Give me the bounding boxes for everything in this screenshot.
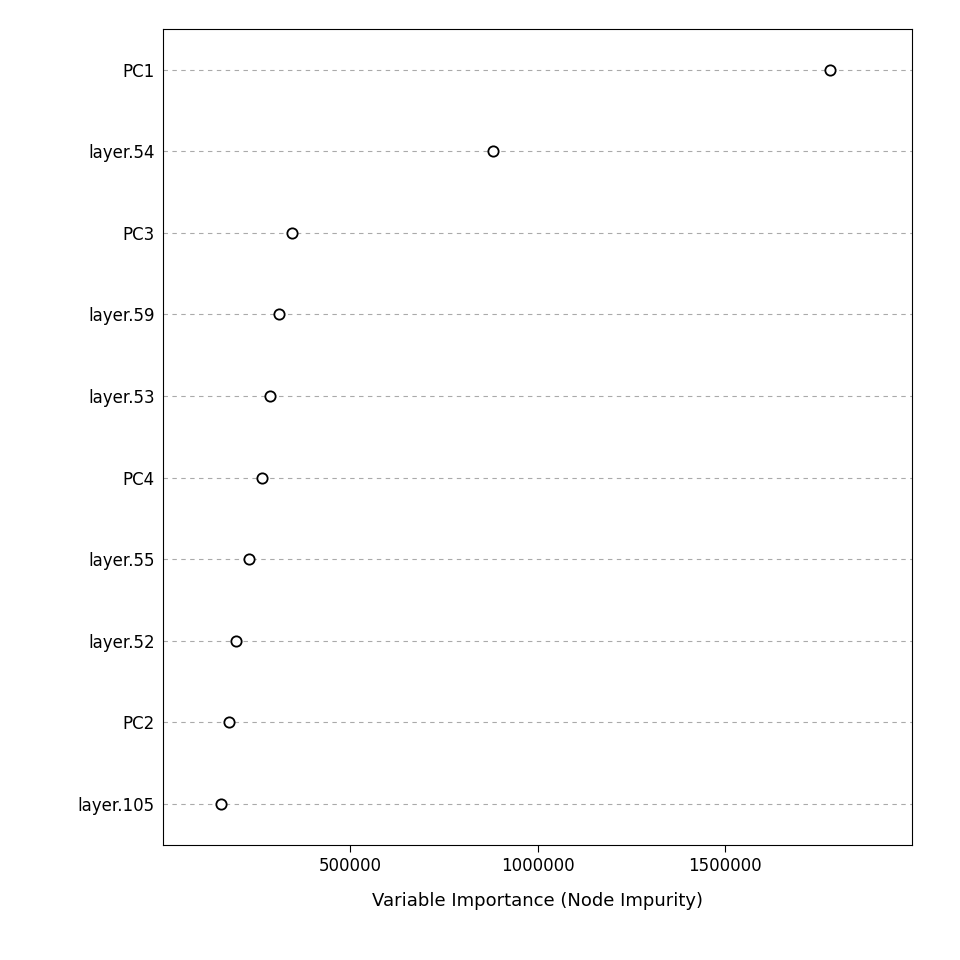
Point: [272, 307, 287, 323]
Point: [213, 797, 228, 812]
Point: [822, 61, 837, 77]
X-axis label: Variable Importance (Node Impurity): Variable Importance (Node Impurity): [372, 892, 703, 910]
Point: [228, 634, 244, 649]
Point: [242, 551, 257, 566]
Point: [254, 469, 270, 485]
Point: [221, 714, 236, 730]
Point: [285, 225, 300, 240]
Point: [262, 388, 277, 403]
Point: [485, 143, 500, 158]
